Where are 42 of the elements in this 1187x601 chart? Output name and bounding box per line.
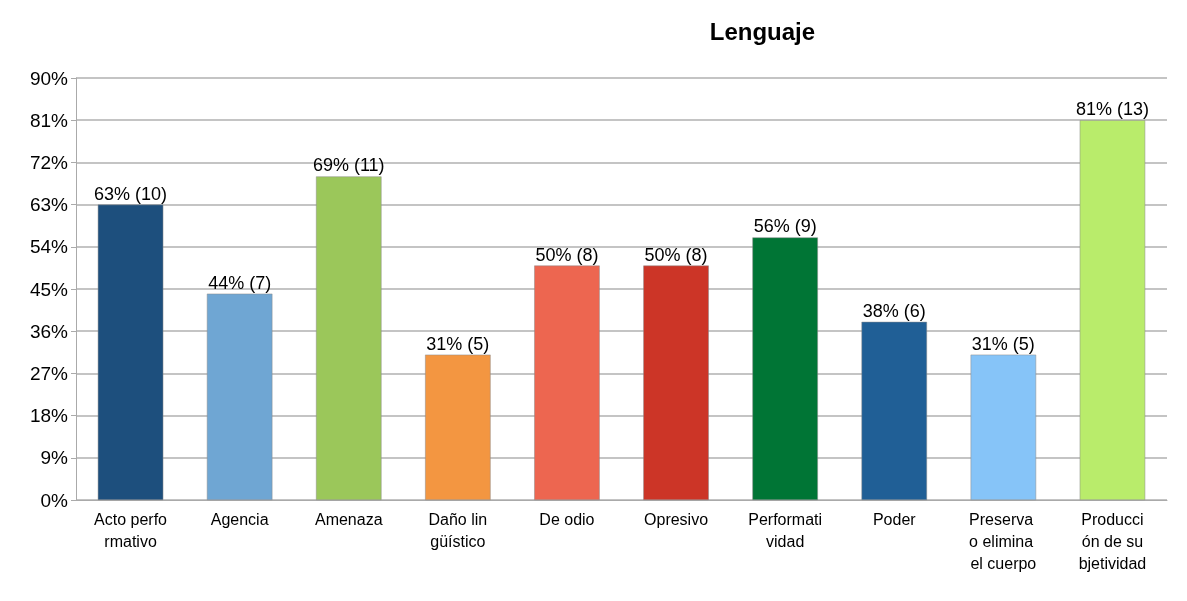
x-tick-label: Poder	[872, 510, 917, 528]
chart-title: Lenguaje	[709, 17, 816, 45]
bar	[861, 321, 927, 500]
y-tick-label: 54%	[29, 236, 69, 258]
y-tick-label: 81%	[29, 109, 69, 131]
bar	[425, 354, 491, 500]
y-tick-label: 18%	[29, 405, 69, 427]
x-tick-label: Producción de subjetividad	[1078, 510, 1147, 572]
bar	[643, 265, 709, 500]
y-tick-label: 72%	[29, 151, 69, 173]
x-tick-label: Acto performativo	[94, 510, 168, 550]
x-tick-label: Performatividad	[748, 510, 823, 550]
y-tick-label: 0%	[40, 489, 69, 511]
bar	[534, 265, 600, 500]
bar	[97, 204, 164, 500]
x-tick-label: Daño lingüístico	[428, 510, 488, 550]
data-label: 81% (13)	[1075, 99, 1149, 120]
x-tick-label: Amenaza	[314, 510, 383, 528]
y-tick-label: 45%	[29, 278, 69, 300]
bar	[970, 354, 1037, 500]
data-label: 31% (5)	[426, 333, 490, 354]
x-tick-label: Preserva o elimina el cuerpo	[969, 510, 1038, 572]
x-tick-label: Agencia	[210, 510, 269, 528]
y-tick-label: 36%	[29, 320, 69, 342]
x-tick-label: Opresivo	[644, 510, 709, 528]
data-label: 50% (8)	[644, 244, 708, 265]
bar	[316, 176, 382, 500]
bar	[1079, 120, 1146, 500]
y-tick-label: 90%	[29, 67, 69, 89]
data-label: 31% (5)	[971, 333, 1035, 354]
x-tick-label: De odio	[539, 510, 595, 528]
y-tick-label: 63%	[29, 194, 69, 216]
bar	[206, 293, 273, 500]
bar	[752, 237, 818, 500]
data-label: 56% (9)	[753, 216, 817, 237]
data-label: 44% (7)	[208, 272, 272, 293]
data-label: 69% (11)	[312, 155, 385, 176]
data-label: 50% (8)	[535, 244, 599, 265]
data-label: 38% (6)	[862, 300, 926, 321]
y-tick-label: 27%	[29, 362, 69, 384]
data-label: 63% (10)	[94, 183, 168, 204]
y-tick-label: 9%	[40, 447, 69, 469]
